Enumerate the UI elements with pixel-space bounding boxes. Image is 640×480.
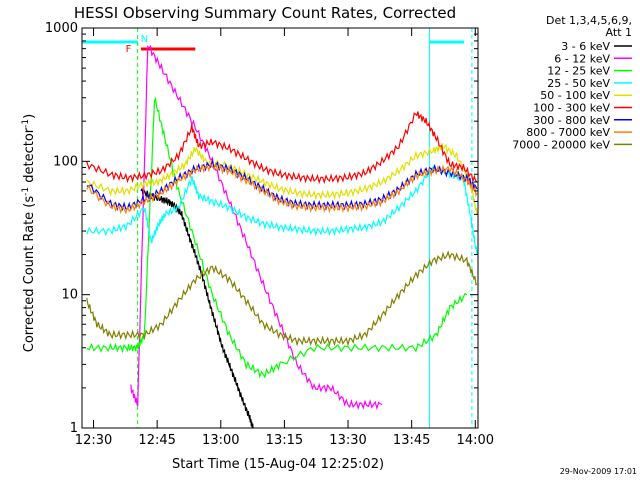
svg-text:Corrected Count Rate (s-1 dete: Corrected Count Rate (s-1 detector-1) (21, 114, 37, 352)
y-axis-label-sup2: -1 (21, 119, 31, 128)
y-tick-label: 100 (53, 154, 78, 169)
x-tick-label: 13:00 (202, 433, 239, 448)
chart-title: HESSI Observing Summary Count Rates, Cor… (74, 4, 456, 22)
x-tick-label: 12:45 (138, 433, 175, 448)
legend-entry-label: 6 - 12 keV (554, 52, 610, 65)
legend-entry-label: 3 - 6 keV (561, 40, 610, 53)
x-tick-label: 13:45 (393, 433, 430, 448)
timestamp: 29-Nov-2009 17:01 (560, 467, 637, 476)
series-line-5 (86, 143, 478, 215)
legend-entry-label: 25 - 50 keV (547, 77, 610, 90)
y-tick-label: 1000 (45, 21, 78, 36)
series-line-8 (86, 161, 478, 215)
legend-entry-label: 50 - 100 keV (540, 89, 610, 102)
legend-entry-label: 12 - 25 keV (547, 65, 610, 78)
x-tick-label: 13:15 (266, 433, 303, 448)
legend-header: Det 1,3,4,5,6,9, (546, 14, 632, 27)
y-axis-label-end: ) (22, 114, 37, 119)
night-flag-label: N (141, 34, 148, 45)
series-line-4 (86, 164, 478, 255)
y-axis-label: Corrected Count Rate (s-1 detector-1) (21, 114, 37, 352)
y-axis-label-text: Corrected Count Rate (s (22, 196, 37, 353)
y-tick-label: 10 (61, 288, 78, 303)
x-axis-label: Start Time (15-Aug-04 12:25:02) (172, 457, 384, 472)
axes: 1 10 100 1000 12:30 12:45 13:00 13:15 13:30 13:45… (45, 21, 494, 448)
y-axis-label-mid: detector (22, 127, 37, 187)
legend-entry-label: 100 - 300 keV (533, 102, 610, 115)
x-tick-label: 13:30 (329, 433, 366, 448)
y-axis-label-sup1: -1 (21, 187, 31, 196)
series-line-2 (130, 44, 383, 411)
legend-entry-label: 300 - 800 keV (533, 114, 610, 127)
x-tick-label: 14:00 (457, 433, 494, 448)
y-tick-label: 1 (70, 421, 78, 436)
series-line-6 (86, 111, 478, 185)
legend-header: Att 1 (606, 26, 632, 39)
plot-area: FN (82, 28, 478, 429)
series-line-3 (86, 96, 468, 379)
flare-flag-label: F (126, 44, 132, 55)
legend-entry-label: 800 - 7000 keV (526, 126, 610, 139)
plot-frame (81, 27, 479, 429)
x-tick-label: 12:30 (75, 433, 112, 448)
legend-entry-label: 7000 - 20000 keV (512, 138, 610, 151)
series-line-9 (86, 250, 478, 347)
